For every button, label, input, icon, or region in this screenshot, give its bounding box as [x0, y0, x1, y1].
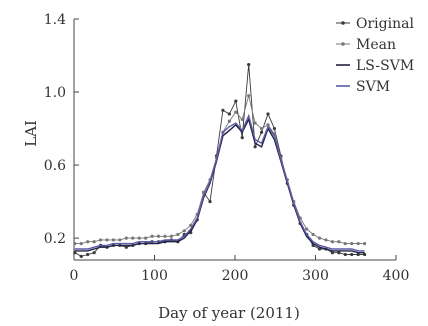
legend-label: LS-SVM	[356, 58, 414, 74]
data-point	[247, 94, 251, 98]
data-point	[176, 232, 180, 237]
legend-item: LS-SVM	[336, 58, 414, 74]
data-point	[350, 241, 354, 246]
data-point	[247, 63, 251, 67]
data-point	[124, 236, 128, 240]
x-tick-label: 400	[383, 268, 410, 284]
x-tick-label: 100	[141, 268, 168, 284]
x-tick-label: 300	[302, 268, 329, 284]
series-line	[74, 113, 365, 252]
data-point	[305, 227, 309, 231]
data-point	[98, 238, 103, 242]
data-point	[350, 252, 354, 257]
data-point	[337, 251, 341, 255]
data-point	[311, 232, 315, 237]
legend-label: SVM	[356, 79, 390, 95]
legend-item: Original	[336, 16, 414, 32]
x-tick-label: 200	[222, 268, 249, 284]
data-point	[330, 251, 335, 255]
data-point	[234, 99, 238, 103]
series-ls-svm	[74, 117, 365, 254]
series-line	[74, 95, 365, 245]
data-point	[111, 238, 116, 242]
legend-label: Mean	[356, 37, 396, 53]
data-point	[150, 234, 154, 238]
data-point	[356, 252, 360, 257]
data-point	[259, 126, 264, 131]
legend-item: SVM	[336, 79, 390, 95]
data-point	[79, 241, 83, 246]
data-point	[240, 136, 244, 140]
data-point	[227, 112, 231, 116]
data-point	[234, 110, 238, 114]
series-line	[74, 64, 365, 257]
x-tick-label: 0	[70, 268, 79, 284]
data-point	[343, 241, 347, 246]
data-point	[356, 241, 360, 246]
data-point	[317, 247, 322, 251]
series-mean	[73, 94, 367, 246]
data-point	[92, 240, 96, 244]
axes	[73, 19, 396, 261]
data-point	[266, 112, 270, 116]
data-point	[253, 145, 257, 149]
data-point	[266, 123, 270, 127]
data-point	[86, 252, 90, 257]
data-point	[156, 234, 161, 238]
legend-item: Mean	[336, 37, 396, 53]
data-point	[163, 234, 167, 238]
data-point	[240, 117, 244, 122]
data-point	[73, 251, 77, 255]
data-point	[169, 234, 174, 238]
x-axis-label: Day of year (2011)	[158, 304, 300, 322]
data-point	[189, 223, 193, 227]
data-point	[363, 252, 367, 257]
data-point	[105, 238, 109, 242]
legend-marker	[341, 42, 345, 46]
data-point	[144, 236, 148, 240]
series-layer	[73, 63, 367, 258]
y-axis-label: LAI	[22, 120, 40, 147]
data-point	[259, 130, 264, 134]
data-point	[317, 236, 322, 240]
legend: Original Mean LS-SVM SVM	[336, 16, 414, 95]
data-point	[363, 241, 367, 246]
series-line	[74, 117, 365, 254]
data-point	[343, 252, 347, 257]
y-tick-label: 1.0	[44, 85, 66, 101]
data-point	[324, 238, 328, 242]
legend-label: Original	[356, 16, 414, 32]
y-tick-label: 1.4	[44, 12, 66, 28]
data-point	[131, 236, 135, 240]
data-point	[227, 119, 231, 123]
data-point	[337, 240, 341, 244]
data-point	[118, 238, 122, 242]
y-tick-label: 0.6	[44, 158, 66, 174]
data-point	[137, 236, 141, 240]
data-point	[272, 126, 277, 131]
data-point	[73, 241, 77, 246]
data-point	[253, 121, 257, 125]
series-original	[73, 63, 367, 258]
legend-marker	[341, 21, 345, 25]
series-svm	[74, 113, 365, 252]
data-point	[79, 254, 83, 258]
data-point	[330, 240, 335, 244]
data-point	[86, 240, 90, 244]
y-tick-label: 0.2	[44, 231, 66, 247]
data-point	[221, 108, 225, 112]
ticks: 0 100 200 300 400 0.2 0.6 1.0 1.4	[44, 12, 410, 284]
data-point	[182, 229, 186, 233]
data-point	[124, 245, 128, 249]
data-point	[92, 251, 96, 255]
data-point	[208, 199, 212, 204]
